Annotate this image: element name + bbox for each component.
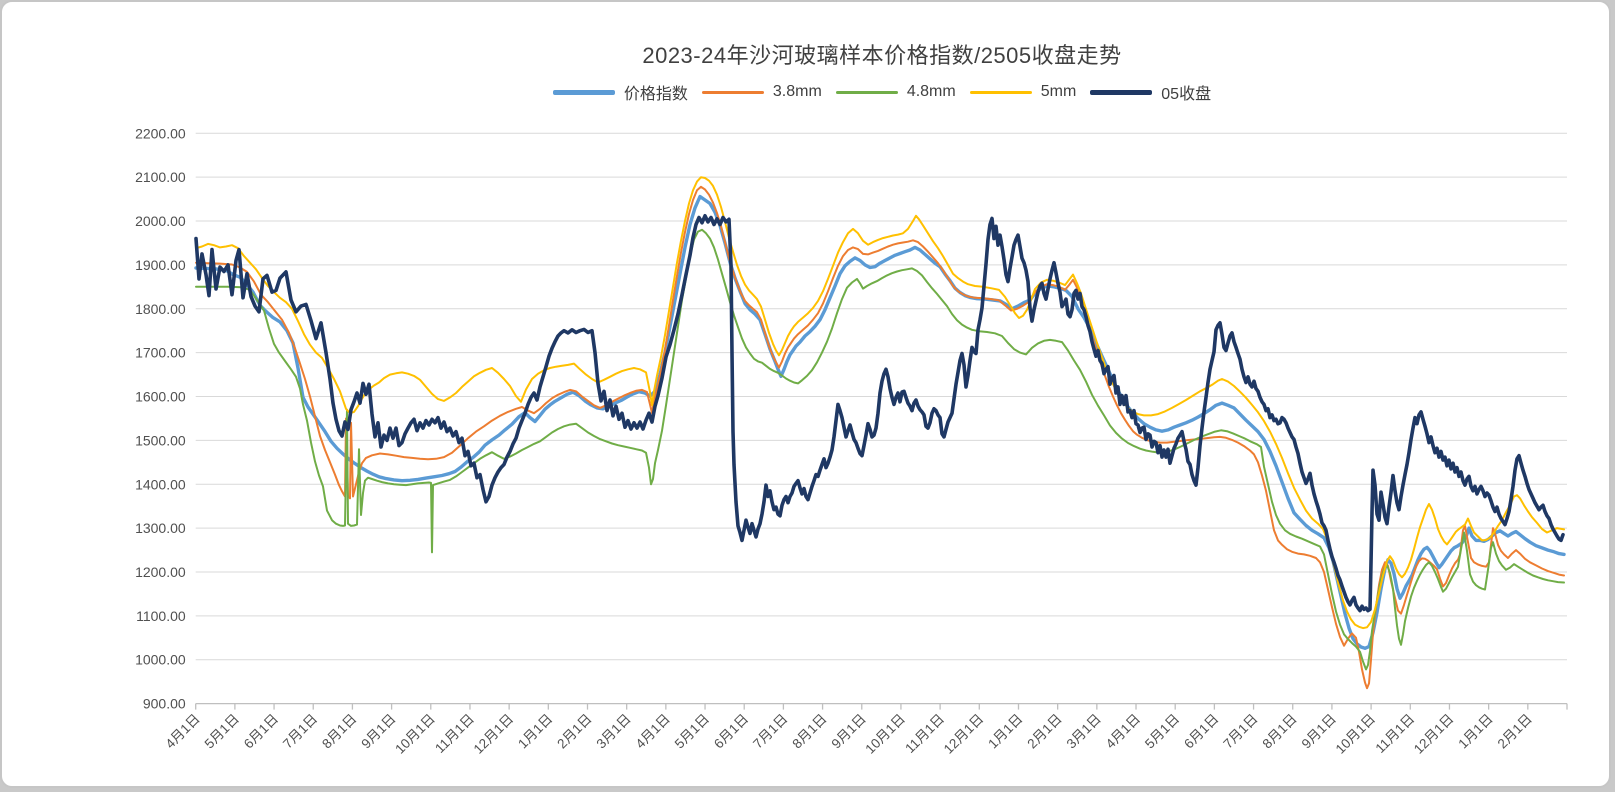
legend-label: 4.8mm (906, 83, 956, 100)
x-axis-tick-label: 12月1日 (941, 711, 987, 757)
x-axis-tick-label: 8月1日 (1260, 711, 1300, 751)
y-axis-tick-label: 2200.00 (135, 125, 186, 141)
x-axis-tick-label: 10月1日 (1333, 711, 1379, 757)
x-axis-tick-label: 6月1日 (711, 711, 751, 751)
y-axis-tick-label: 1100.00 (136, 608, 186, 624)
legend-label: 5mm (1040, 83, 1077, 100)
legend-swatch-icon (552, 89, 615, 95)
y-axis-tick-label: 1500.00 (135, 432, 186, 448)
y-axis-tick-label: 1700.00 (135, 345, 186, 361)
legend-item-05-close: 05收盘 (1090, 80, 1211, 104)
y-axis-tick-label: 1900.00 (135, 257, 186, 273)
x-axis-tick-label: 11月1日 (1372, 711, 1417, 756)
legend-item-price-index: 价格指数 (552, 80, 688, 104)
series-line-4-8mm (195, 228, 1565, 671)
x-axis-tick-label: 6月1日 (1181, 711, 1221, 751)
x-axis-tick-label: 10月1日 (392, 711, 438, 757)
x-axis-tick-label: 12月1日 (471, 711, 517, 757)
legend-item-5mm: 5mm (969, 83, 1077, 101)
legend-swatch-icon (1090, 89, 1153, 95)
legend-label: 价格指数 (623, 86, 688, 103)
y-axis-tick-label: 2100.00 (135, 169, 186, 185)
x-axis-tick-label: 3月1日 (593, 711, 633, 751)
y-axis-tick-label: 1200.00 (135, 564, 186, 580)
x-axis-tick-label: 1月1日 (1455, 711, 1495, 751)
x-axis-tick-label: 7月1日 (280, 711, 320, 751)
x-axis-tick-label: 5月1日 (1142, 711, 1182, 751)
y-axis-tick-label: 900.00 (143, 696, 186, 712)
series-line-price-index (194, 194, 1566, 650)
y-axis-tick-label: 1400.00 (135, 476, 186, 492)
x-axis-tick-label: 5月1日 (672, 711, 712, 751)
legend-item-3-8mm: 3.8mm (701, 83, 822, 101)
x-axis-tick-label: 8月1日 (319, 711, 359, 751)
y-axis-tick-label: 1000.00 (135, 652, 186, 668)
x-axis-tick-label: 6月1日 (241, 711, 281, 751)
x-axis-tick-label: 5月1日 (202, 711, 242, 751)
y-axis-tick-label: 2000.00 (135, 213, 186, 229)
x-axis-tick-label: 7月1日 (1220, 711, 1260, 751)
chart-legend: 价格指数 3.8mm 4.8mm 5mm 05收盘 (196, 80, 1568, 104)
x-axis-tick-label: 11月1日 (432, 711, 477, 756)
legend-swatch-icon (835, 90, 898, 94)
legend-swatch-icon (969, 90, 1032, 94)
x-axis-tick-label: 7月1日 (750, 711, 790, 751)
series-line-5mm (195, 176, 1565, 630)
x-axis-tick-label: 1月1日 (985, 711, 1025, 751)
y-axis-tick-label: 1300.00 (135, 520, 186, 536)
series-line-3-8mm (195, 185, 1565, 690)
chart-title: 2023-24年沙河玻璃样本价格指数/2505收盘走势 (642, 43, 1122, 68)
x-axis-tick-label: 1月1日 (515, 711, 555, 751)
x-axis-tick-label: 10月1日 (862, 711, 908, 757)
legend-swatch-icon (701, 90, 764, 94)
legend-item-4-8mm: 4.8mm (835, 83, 956, 101)
x-axis-tick-label: 11月1日 (902, 711, 947, 756)
series-line-05-close (194, 214, 1565, 613)
x-axis-tick-label: 4月1日 (162, 711, 202, 751)
x-axis-tick-label: 4月1日 (1103, 711, 1143, 751)
y-axis-tick-label: 1600.00 (135, 389, 186, 405)
x-axis-tick-label: 12月1日 (1411, 711, 1457, 757)
x-axis-tick-label: 8月1日 (789, 711, 829, 751)
legend-label: 3.8mm (772, 83, 822, 100)
x-axis-tick-label: 2月1日 (1024, 711, 1064, 751)
y-axis-tick-label: 1800.00 (135, 301, 186, 317)
legend-label: 05收盘 (1161, 86, 1212, 103)
x-axis-tick-label: 2月1日 (1495, 711, 1535, 751)
x-axis-tick-label: 3月1日 (1064, 711, 1104, 751)
x-axis-tick-label: 4月1日 (633, 711, 673, 751)
x-axis-tick-label: 2月1日 (554, 711, 594, 751)
